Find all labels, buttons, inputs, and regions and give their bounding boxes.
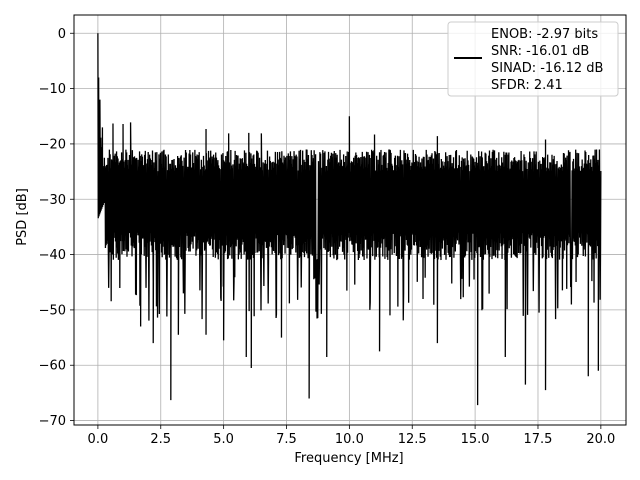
x-tick-label: 5.0 — [213, 432, 234, 447]
x-axis-label: Frequency [MHz] — [294, 451, 403, 466]
x-axis-ticks: 0.0 2.5 5.0 7.5 10.0 12.5 15.0 17.5 20.0 — [88, 425, 615, 447]
y-tick-label: −10 — [39, 82, 66, 97]
x-tick-label: 0.0 — [88, 432, 109, 447]
legend: ENOB: -2.97 bits SNR: -16.01 dB SINAD: -… — [447, 21, 619, 97]
legend-entry-sinad: SINAD: -16.12 dB — [491, 61, 603, 76]
x-tick-label: 15.0 — [461, 432, 490, 447]
x-tick-label: 12.5 — [398, 432, 427, 447]
y-tick-label: −30 — [39, 193, 66, 208]
legend-entry-enob: ENOB: -2.97 bits — [491, 27, 598, 42]
y-tick-label: −40 — [39, 248, 66, 263]
psd-series — [97, 33, 602, 406]
plot-area-frame — [73, 14, 627, 426]
legend-box — [447, 21, 619, 97]
legend-entry-snr: SNR: -16.01 dB — [491, 44, 589, 59]
x-tick-label: 7.5 — [276, 432, 297, 447]
series-line — [97, 33, 602, 406]
y-axis-label: PSD [dB] — [15, 188, 30, 246]
y-tick-label: −50 — [39, 303, 66, 318]
x-tick-label: 20.0 — [586, 432, 615, 447]
x-tick-label: 17.5 — [524, 432, 553, 447]
y-tick-label: −60 — [39, 359, 66, 374]
x-tick-label: 10.0 — [335, 432, 364, 447]
y-tick-label: −20 — [39, 137, 66, 152]
y-tick-label: 0 — [58, 27, 66, 42]
x-tick-label: 2.5 — [150, 432, 171, 447]
y-tick-label: −70 — [39, 414, 66, 429]
y-axis-ticks: 0 −10 −20 −30 −40 −50 −60 −70 — [39, 27, 74, 429]
legend-entry-sfdr: SFDR: 2.41 — [491, 78, 563, 93]
